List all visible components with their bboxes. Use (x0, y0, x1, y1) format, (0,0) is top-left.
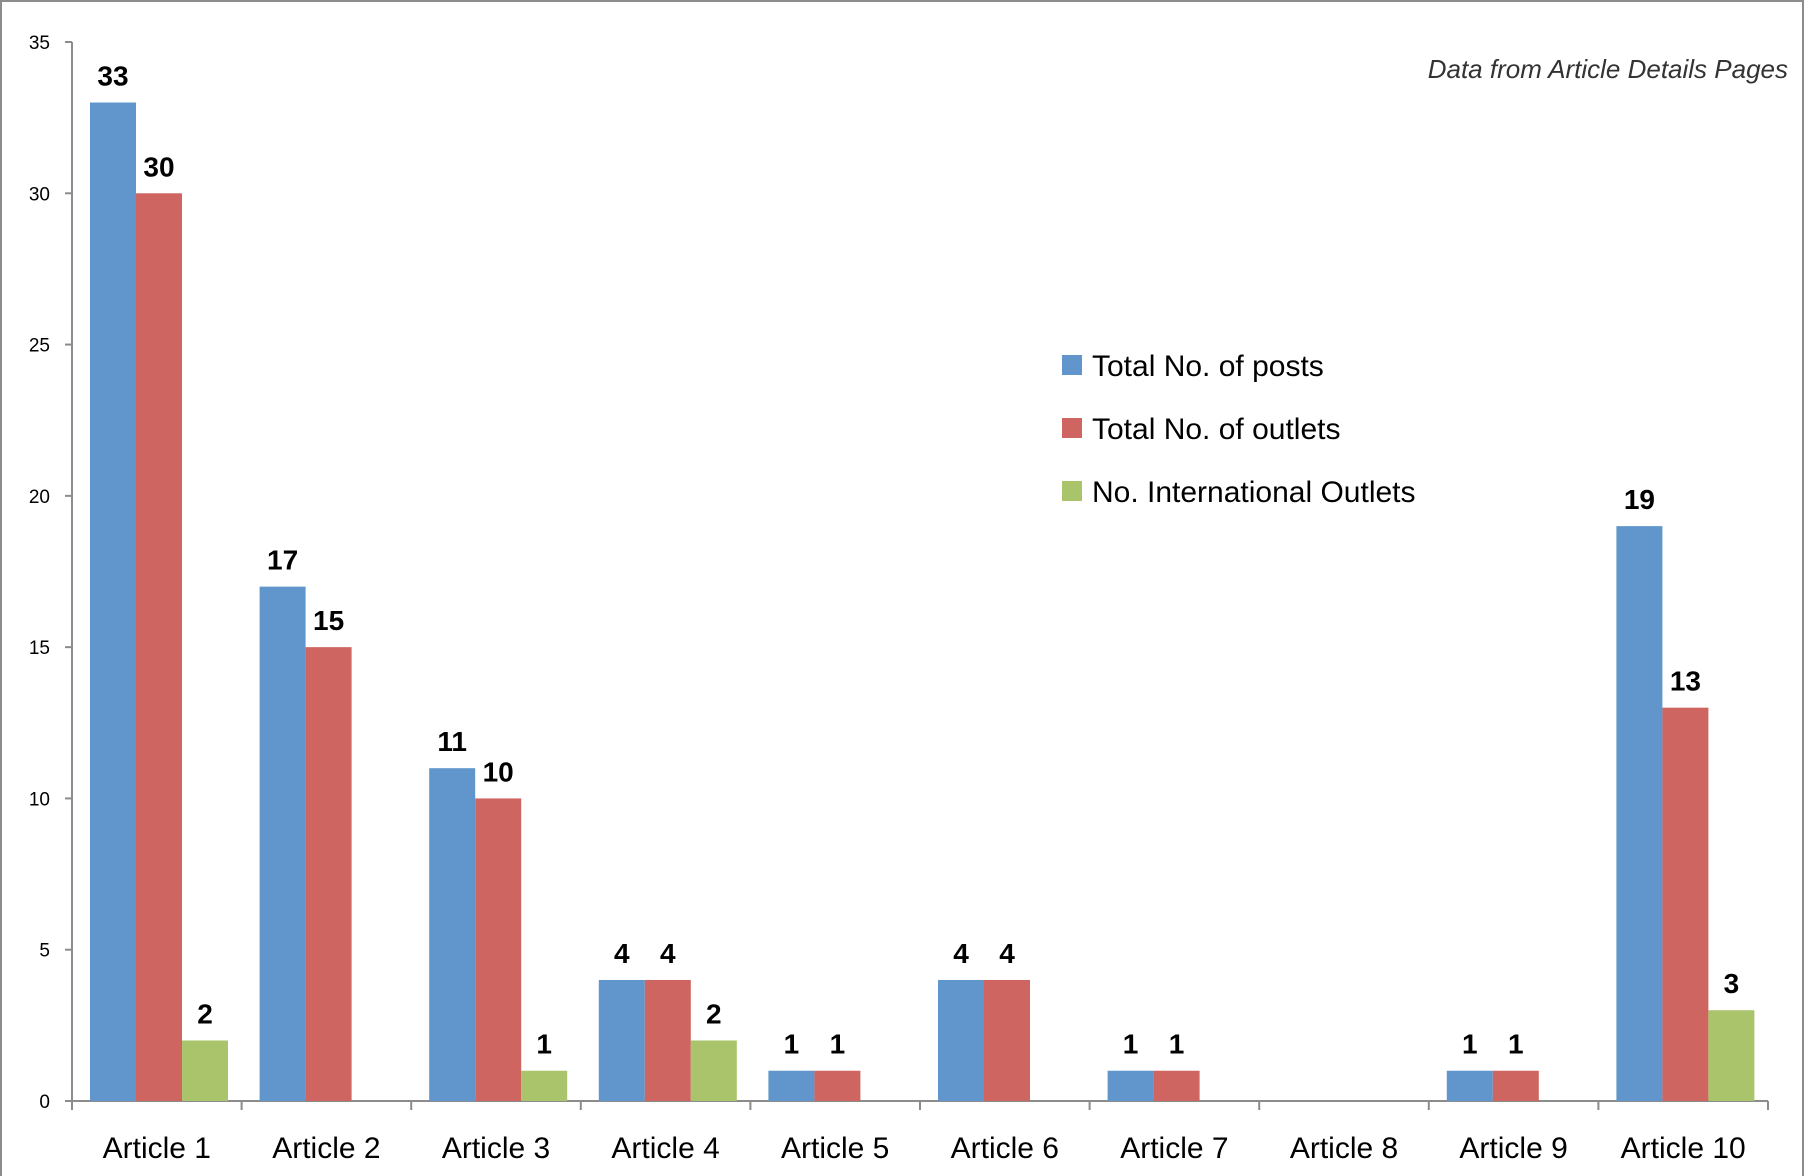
legend-swatch (1062, 355, 1082, 375)
chart-annotation: Data from Article Details Pages (1428, 54, 1788, 84)
x-category-label: Article 7 (1120, 1132, 1228, 1165)
data-label: 1 (784, 1029, 800, 1060)
bar (1492, 1070, 1539, 1101)
x-category-label: Article 6 (951, 1132, 1059, 1165)
data-label: 4 (999, 938, 1015, 969)
data-label: 10 (483, 756, 514, 787)
bar (984, 979, 1030, 1101)
bar (475, 798, 522, 1101)
x-category-label: Article 9 (1459, 1132, 1567, 1165)
bar (1107, 1070, 1154, 1101)
bar (1662, 707, 1709, 1101)
bar (1446, 1070, 1493, 1101)
bar (259, 586, 306, 1101)
data-label: 17 (267, 545, 298, 576)
legend-label: Total No. of posts (1092, 350, 1324, 383)
data-label: 2 (706, 998, 722, 1029)
bar (598, 979, 645, 1101)
bar (521, 1070, 568, 1101)
y-tick-label: 5 (39, 941, 50, 962)
data-label: 1 (1123, 1029, 1139, 1060)
bar (305, 647, 352, 1101)
bar (1153, 1070, 1200, 1101)
bar (938, 979, 984, 1101)
y-tick-label: 25 (29, 336, 50, 357)
bar (644, 979, 691, 1101)
data-label: 11 (437, 726, 467, 757)
data-label: 30 (143, 151, 174, 182)
y-tick-label: 30 (29, 184, 50, 205)
bar (1708, 1010, 1755, 1101)
legend-label: Total No. of outlets (1092, 413, 1340, 446)
y-tick-label: 20 (29, 487, 50, 508)
legend: Total No. of posts Total No. of outlets No… (1062, 350, 1416, 509)
data-label: 19 (1624, 484, 1655, 515)
legend-swatch (1062, 418, 1082, 438)
y-tick-label: 15 (29, 638, 50, 659)
bar (182, 1040, 228, 1101)
bar (814, 1070, 861, 1101)
bar (429, 768, 476, 1101)
data-label: 4 (660, 938, 676, 969)
legend-swatch (1062, 481, 1082, 501)
y-tick-label: 10 (29, 789, 50, 810)
data-label: 33 (97, 61, 128, 92)
data-label: 4 (953, 938, 969, 969)
x-category-label: Article 10 (1621, 1132, 1746, 1165)
y-tick-label: 0 (39, 1092, 50, 1113)
bar (768, 1070, 815, 1101)
x-category-label: Article 4 (611, 1132, 719, 1165)
bar (136, 193, 182, 1102)
bars-group (90, 102, 1755, 1102)
data-label: 1 (1169, 1029, 1185, 1060)
axes: 0 5 10 15 20 25 30 35 Article 1 Article 2 Article … (29, 33, 1769, 1165)
bar (690, 1040, 737, 1101)
x-category-label: Article 1 (103, 1132, 211, 1165)
x-category-label: Article 2 (272, 1132, 380, 1165)
data-label: 1 (1508, 1029, 1524, 1060)
data-label: 4 (614, 938, 630, 969)
x-category-label: Article 3 (442, 1132, 550, 1165)
x-category-label: Article 8 (1290, 1132, 1398, 1165)
data-label: 1 (536, 1029, 552, 1060)
x-category-label: Article 5 (781, 1132, 889, 1165)
bar (90, 102, 136, 1101)
data-label: 2 (197, 998, 213, 1029)
data-label: 13 (1670, 666, 1701, 697)
legend-label: No. International Outlets (1092, 476, 1416, 509)
data-label: 15 (313, 605, 344, 636)
data-label: 3 (1724, 968, 1740, 999)
data-label: 1 (830, 1029, 846, 1060)
y-tick-label: 35 (29, 33, 50, 54)
bar (1616, 526, 1663, 1101)
data-label: 1 (1462, 1029, 1478, 1060)
